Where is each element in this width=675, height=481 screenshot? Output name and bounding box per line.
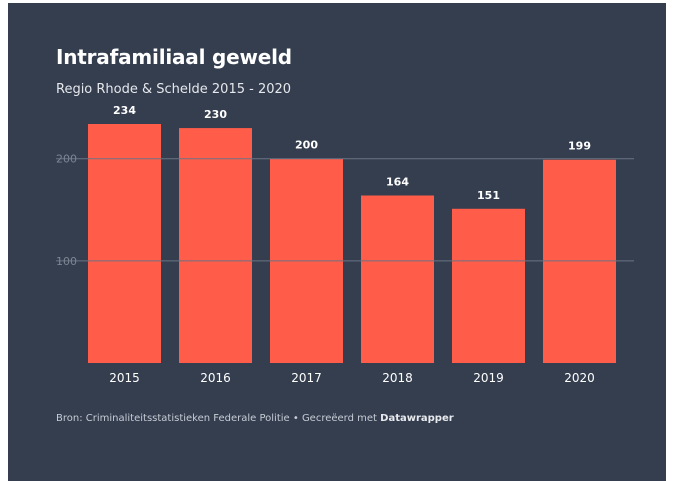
bar	[88, 124, 161, 363]
bar	[543, 159, 616, 363]
x-tick-label: 2019	[473, 371, 504, 385]
datawrapper-link[interactable]: Datawrapper	[380, 413, 454, 424]
x-tick-label: 2016	[200, 371, 231, 385]
bar-chart: 100 200 234 2015 230 2016 200 2017 164 2018 151 201…	[56, 104, 634, 385]
data-label: 151	[477, 189, 500, 202]
source-text: Bron: Criminaliteitsstatistieken Federal…	[56, 413, 381, 424]
source-footer: Bron: Criminaliteitsstatistieken Federal…	[56, 413, 454, 424]
x-tick-label: 2015	[109, 371, 140, 385]
bar	[179, 128, 252, 363]
bar	[452, 208, 525, 363]
y-tick-label: 100	[56, 255, 77, 268]
x-tick-label: 2018	[382, 371, 413, 385]
x-tick-label: 2020	[564, 371, 595, 385]
data-label: 200	[295, 139, 318, 152]
chart-title: Intrafamiliaal geweld	[56, 45, 292, 69]
data-label: 230	[204, 108, 227, 121]
data-label: 234	[113, 104, 136, 117]
y-tick-label: 200	[56, 153, 77, 166]
x-tick-label: 2017	[291, 371, 322, 385]
bar	[361, 195, 434, 363]
data-label: 164	[386, 175, 409, 188]
data-label: 199	[568, 140, 591, 153]
chart-card: Intrafamiliaal geweld Regio Rhode & Sche…	[8, 3, 666, 481]
chart-subtitle: Regio Rhode & Schelde 2015 - 2020	[56, 82, 292, 97]
